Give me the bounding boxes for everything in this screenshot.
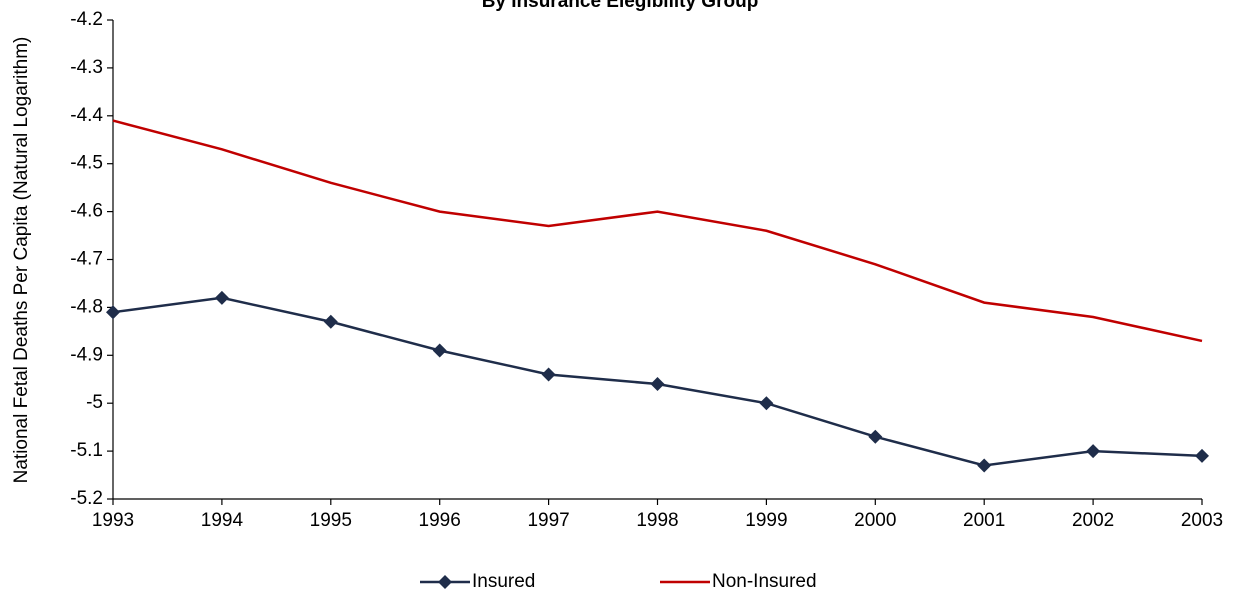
y-axis-label: National Fetal Deaths Per Capita (Natura…: [11, 37, 32, 484]
y-tick-label: -4.5: [70, 153, 103, 174]
y-tick-label: -4.8: [70, 296, 103, 317]
legend-marker: [438, 575, 452, 589]
y-tick-label: -4.2: [70, 9, 103, 30]
x-tick-label: 1998: [636, 510, 678, 531]
x-tick-label: 2001: [963, 510, 1005, 531]
point-marker: [868, 429, 883, 444]
point-marker: [106, 305, 120, 320]
chart-title: By Insurance Elegibility Group: [482, 0, 759, 12]
y-tick-label: -4.3: [70, 57, 103, 78]
legend-label: Insured: [472, 571, 535, 592]
x-tick-label: 2000: [854, 510, 896, 531]
legend-label: Non-Insured: [712, 571, 817, 592]
x-tick-label: 1995: [310, 510, 352, 531]
point-marker: [650, 377, 665, 392]
point-marker: [541, 367, 556, 382]
point-marker: [323, 314, 338, 329]
point-marker: [214, 290, 229, 305]
point-marker: [759, 396, 774, 411]
x-tick-label: 2003: [1181, 510, 1223, 531]
y-tick-label: -5.2: [70, 488, 103, 509]
point-marker: [432, 343, 447, 358]
x-tick-label: 1999: [745, 510, 787, 531]
y-tick-label: -4.9: [70, 344, 103, 365]
point-marker: [1086, 444, 1101, 459]
y-tick-label: -4.6: [70, 201, 103, 222]
x-tick-label: 1994: [201, 510, 244, 531]
point-marker: [977, 458, 992, 473]
series-line: [112, 119, 1203, 343]
point-marker: [1195, 448, 1209, 463]
x-tick-label: 2002: [1072, 510, 1114, 531]
y-tick-label: -4.7: [70, 249, 103, 270]
y-tick-label: -4.4: [70, 105, 103, 126]
y-tick-label: -5: [86, 392, 103, 413]
x-tick-label: 1997: [527, 510, 569, 531]
y-tick-label: -5.1: [70, 440, 103, 461]
x-tick-label: 1993: [92, 510, 134, 531]
x-tick-label: 1996: [419, 510, 461, 531]
